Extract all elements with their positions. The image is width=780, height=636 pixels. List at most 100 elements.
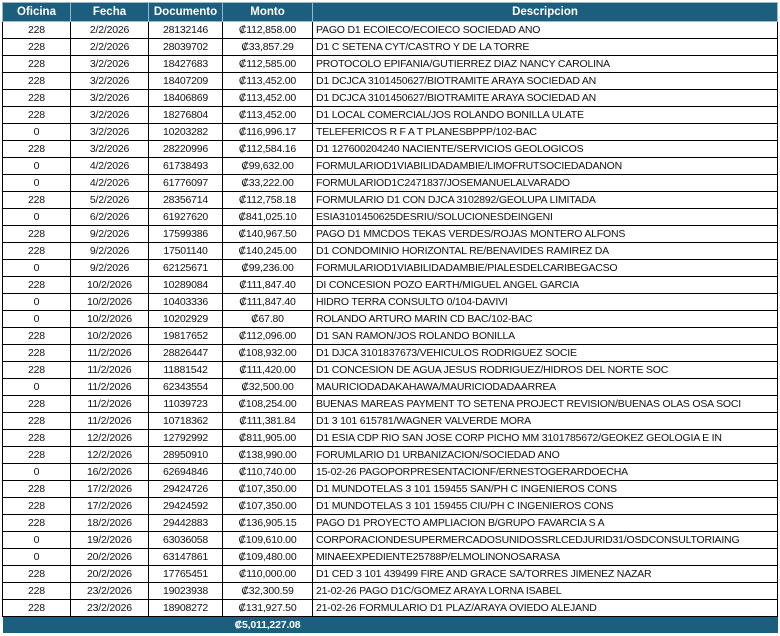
- cell-documento[interactable]: 29424726: [148, 480, 223, 498]
- cell-oficina[interactable]: 228: [2, 55, 71, 73]
- cell-monto[interactable]: ₡136,905.15: [222, 514, 313, 532]
- cell-oficina[interactable]: 0: [2, 378, 71, 396]
- cell-oficina[interactable]: 228: [2, 38, 71, 56]
- cell-monto[interactable]: ₡33,857.29: [222, 38, 313, 56]
- cell-monto[interactable]: ₡107,350.00: [222, 480, 313, 498]
- cell-descripcion[interactable]: D1 CED 3 101 439499 FIRE AND GRACE SA/TO…: [312, 565, 778, 583]
- cell-monto[interactable]: ₡108,932.00: [222, 344, 313, 362]
- cell-monto[interactable]: ₡113,452.00: [222, 72, 313, 90]
- total-monto[interactable]: ₡5,011,227.08: [222, 616, 313, 633]
- cell-oficina[interactable]: 228: [2, 412, 71, 430]
- cell-monto[interactable]: ₡113,452.00: [222, 106, 313, 124]
- cell-descripcion[interactable]: D1 MUNDOTELAS 3 101 159455 CIU/PH C INGE…: [312, 497, 778, 515]
- cell-fecha[interactable]: 18/2/2026: [70, 514, 149, 532]
- cell-oficina[interactable]: 228: [2, 140, 71, 158]
- cell-monto[interactable]: ₡111,381.84: [222, 412, 313, 430]
- cell-fecha[interactable]: 3/2/2026: [70, 106, 149, 124]
- cell-documento[interactable]: 10403336: [148, 293, 223, 311]
- cell-descripcion[interactable]: D1 DCJCA 3101450627/BIOTRAMITE ARAYA SOC…: [312, 72, 778, 90]
- cell-descripcion[interactable]: D1 C SETENA CYT/CASTRO Y DE LA TORRE: [312, 38, 778, 56]
- cell-fecha[interactable]: 5/2/2026: [70, 191, 149, 209]
- cell-oficina[interactable]: 228: [2, 89, 71, 107]
- cell-oficina[interactable]: 0: [2, 123, 71, 141]
- cell-fecha[interactable]: 3/2/2026: [70, 55, 149, 73]
- cell-fecha[interactable]: 23/2/2026: [70, 582, 149, 600]
- cell-monto[interactable]: ₡112,858.00: [222, 21, 313, 39]
- cell-descripcion[interactable]: PAGO D1 ECOIECO/ECOIECO SOCIEDAD ANO: [312, 21, 778, 39]
- header-descripcion[interactable]: Descripcion: [312, 2, 778, 22]
- cell-documento[interactable]: 11039723: [148, 395, 223, 413]
- cell-monto[interactable]: ₡109,610.00: [222, 531, 313, 549]
- cell-fecha[interactable]: 17/2/2026: [70, 497, 149, 515]
- cell-fecha[interactable]: 4/2/2026: [70, 157, 149, 175]
- cell-fecha[interactable]: 9/2/2026: [70, 225, 149, 243]
- cell-descripcion[interactable]: D1 MUNDOTELAS 3 101 159455 SAN/PH C INGE…: [312, 480, 778, 498]
- cell-fecha[interactable]: 2/2/2026: [70, 38, 149, 56]
- cell-monto[interactable]: ₡131,927.50: [222, 599, 313, 617]
- cell-fecha[interactable]: 12/2/2026: [70, 429, 149, 447]
- cell-descripcion[interactable]: ESIA3101450625DESRIU/SOLUCIONESDEINGENI: [312, 208, 778, 226]
- cell-fecha[interactable]: 3/2/2026: [70, 89, 149, 107]
- cell-documento[interactable]: 28356714: [148, 191, 223, 209]
- cell-oficina[interactable]: 0: [2, 208, 71, 226]
- cell-descripcion[interactable]: D1 DCJCA 3101450627/BIOTRAMITE ARAYA SOC…: [312, 89, 778, 107]
- cell-fecha[interactable]: 10/2/2026: [70, 310, 149, 328]
- cell-descripcion[interactable]: HIDRO TERRA CONSULTO 0/104-DAVIVI: [312, 293, 778, 311]
- cell-documento[interactable]: 62694846: [148, 463, 223, 481]
- cell-fecha[interactable]: 2/2/2026: [70, 21, 149, 39]
- cell-documento[interactable]: 10289084: [148, 276, 223, 294]
- cell-descripcion[interactable]: D1 CONDOMINIO HORIZONTAL RE/BENAVIDES RA…: [312, 242, 778, 260]
- cell-descripcion[interactable]: FORMULARIOD1VIABILIDADAMBIE/PIALESDELCAR…: [312, 259, 778, 277]
- cell-descripcion[interactable]: TELEFERICOS R F A T PLANESBPPP/102-BAC: [312, 123, 778, 141]
- cell-descripcion[interactable]: BUENAS MAREAS PAYMENT TO SETENA PROJECT …: [312, 395, 778, 413]
- cell-monto[interactable]: ₡107,350.00: [222, 497, 313, 515]
- cell-descripcion[interactable]: D1 3 101 615781/WAGNER VALVERDE MORA: [312, 412, 778, 430]
- cell-fecha[interactable]: 6/2/2026: [70, 208, 149, 226]
- cell-documento[interactable]: 62343554: [148, 378, 223, 396]
- cell-descripcion[interactable]: D1 LOCAL COMERCIAL/JOS ROLANDO BONILLA U…: [312, 106, 778, 124]
- cell-documento[interactable]: 18276804: [148, 106, 223, 124]
- cell-descripcion[interactable]: CORPORACIONDESUPERMERCADOSUNIDOSSRLCEDJU…: [312, 531, 778, 549]
- cell-monto[interactable]: ₡112,096.00: [222, 327, 313, 345]
- cell-descripcion[interactable]: ROLANDO ARTURO MARIN CD BAC/102-BAC: [312, 310, 778, 328]
- cell-oficina[interactable]: 228: [2, 514, 71, 532]
- cell-oficina[interactable]: 228: [2, 599, 71, 617]
- cell-oficina[interactable]: 228: [2, 344, 71, 362]
- cell-fecha[interactable]: 3/2/2026: [70, 140, 149, 158]
- cell-descripcion[interactable]: FORMULARIO D1 CON DJCA 3102892/GEOLUPA L…: [312, 191, 778, 209]
- cell-fecha[interactable]: 11/2/2026: [70, 378, 149, 396]
- cell-descripcion[interactable]: FORMULARIOD1VIABILIDADAMBIE/LIMOFRUTSOCI…: [312, 157, 778, 175]
- cell-monto[interactable]: ₡32,300.59: [222, 582, 313, 600]
- cell-monto[interactable]: ₡67.80: [222, 310, 313, 328]
- cell-fecha[interactable]: 3/2/2026: [70, 72, 149, 90]
- cell-monto[interactable]: ₡32,500.00: [222, 378, 313, 396]
- cell-fecha[interactable]: 10/2/2026: [70, 327, 149, 345]
- cell-fecha[interactable]: 11/2/2026: [70, 395, 149, 413]
- cell-oficina[interactable]: 0: [2, 531, 71, 549]
- cell-documento[interactable]: 29442883: [148, 514, 223, 532]
- cell-descripcion[interactable]: 15-02-26 PAGOPORPRESENTACIONF/ERNESTOGER…: [312, 463, 778, 481]
- cell-fecha[interactable]: 10/2/2026: [70, 276, 149, 294]
- cell-oficina[interactable]: 0: [2, 157, 71, 175]
- cell-oficina[interactable]: 228: [2, 21, 71, 39]
- cell-documento[interactable]: 28950910: [148, 446, 223, 464]
- cell-documento[interactable]: 29424592: [148, 497, 223, 515]
- cell-monto[interactable]: ₡112,758.18: [222, 191, 313, 209]
- cell-oficina[interactable]: 228: [2, 480, 71, 498]
- cell-oficina[interactable]: 228: [2, 72, 71, 90]
- cell-monto[interactable]: ₡110,000.00: [222, 565, 313, 583]
- cell-oficina[interactable]: 228: [2, 327, 71, 345]
- cell-documento[interactable]: 19023938: [148, 582, 223, 600]
- cell-monto[interactable]: ₡140,967.50: [222, 225, 313, 243]
- cell-oficina[interactable]: 228: [2, 429, 71, 447]
- cell-documento[interactable]: 17501140: [148, 242, 223, 260]
- cell-documento[interactable]: 61776097: [148, 174, 223, 192]
- cell-monto[interactable]: ₡113,452.00: [222, 89, 313, 107]
- cell-oficina[interactable]: 228: [2, 242, 71, 260]
- cell-documento[interactable]: 11881542: [148, 361, 223, 379]
- cell-fecha[interactable]: 11/2/2026: [70, 412, 149, 430]
- cell-monto[interactable]: ₡138,990.00: [222, 446, 313, 464]
- cell-descripcion[interactable]: D1 ESIA CDP RIO SAN JOSE CORP PICHO MM 3…: [312, 429, 778, 447]
- cell-monto[interactable]: ₡99,236.00: [222, 259, 313, 277]
- cell-oficina[interactable]: 228: [2, 191, 71, 209]
